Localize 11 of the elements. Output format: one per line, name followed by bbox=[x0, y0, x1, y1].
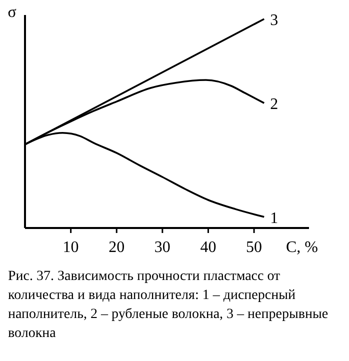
x-tick-label: 20 bbox=[108, 239, 125, 256]
x-tick-label: 10 bbox=[62, 239, 79, 256]
x-tick-label: 30 bbox=[154, 239, 170, 256]
x-axis-title: C, % bbox=[286, 239, 318, 256]
y-axis-title: σ bbox=[8, 4, 17, 21]
series-label: 1 bbox=[270, 210, 278, 227]
series-label: 2 bbox=[270, 96, 278, 114]
text: Рис. 37. Зависимость прочности пластмасс от количества и вида наполнителя: 1 – дисперсный наполнитель, 2 – рубленые волокна, 3 – непрерывные волокна bbox=[8, 269, 328, 341]
series-label: 3 bbox=[270, 12, 278, 29]
x-tick-label: 50 bbox=[246, 239, 262, 256]
x-tick-label: 40 bbox=[200, 239, 216, 256]
